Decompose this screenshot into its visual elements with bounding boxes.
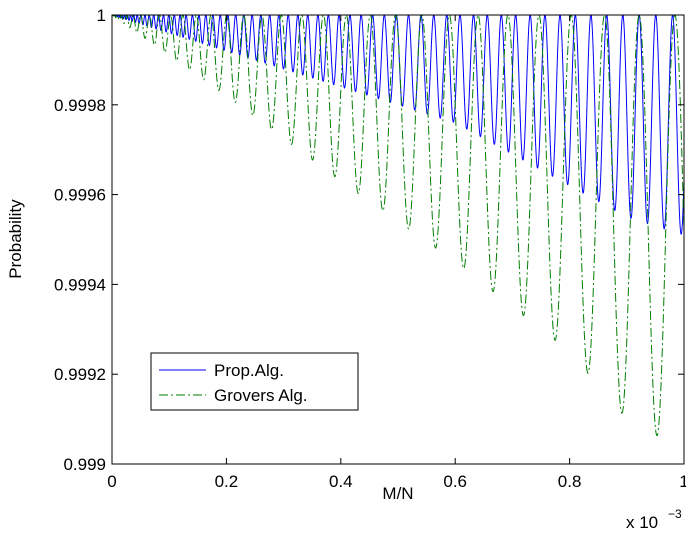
series-layer (111, 14, 685, 437)
legend: Prop.Alg. Grovers Alg. (150, 352, 359, 411)
y-tick-label: 0.999 (63, 455, 106, 474)
x-exponent-label: x 10 −3 (626, 507, 682, 532)
x-tick-label: 0 (107, 472, 116, 491)
y-tick-label: 0.9996 (54, 186, 106, 205)
x-tick-label: 1 (679, 472, 686, 491)
x-tick-label: 0.4 (329, 472, 353, 491)
x-axis-title: M/N (382, 484, 413, 503)
y-tick-label: 1 (97, 6, 106, 25)
x-tick-label: 0.6 (443, 472, 467, 491)
x-tick-label: 0.2 (215, 472, 239, 491)
legend-box (150, 352, 359, 411)
y-tick-label: 0.9998 (54, 96, 106, 115)
y-tick-label: 0.9992 (54, 365, 106, 384)
legend-label-prop-alg: Prop.Alg. (214, 361, 284, 380)
legend-label-grovers-alg: Grovers Alg. (214, 386, 308, 405)
y-axis-title: Probability (6, 199, 25, 279)
y-tick-label: 0.9994 (54, 275, 106, 294)
plot-frame (111, 14, 685, 465)
x-exponent-power: −3 (668, 507, 682, 521)
series-line-grovers-alg (111, 14, 685, 437)
ticks-layer: 0 0.2 0.4 0.6 0.8 1 0.999 0.9992 0.9994 0.9996 0.9… (54, 6, 686, 491)
x-tick-label: 0.8 (558, 472, 582, 491)
x-exponent-base: x 10 (626, 513, 658, 532)
